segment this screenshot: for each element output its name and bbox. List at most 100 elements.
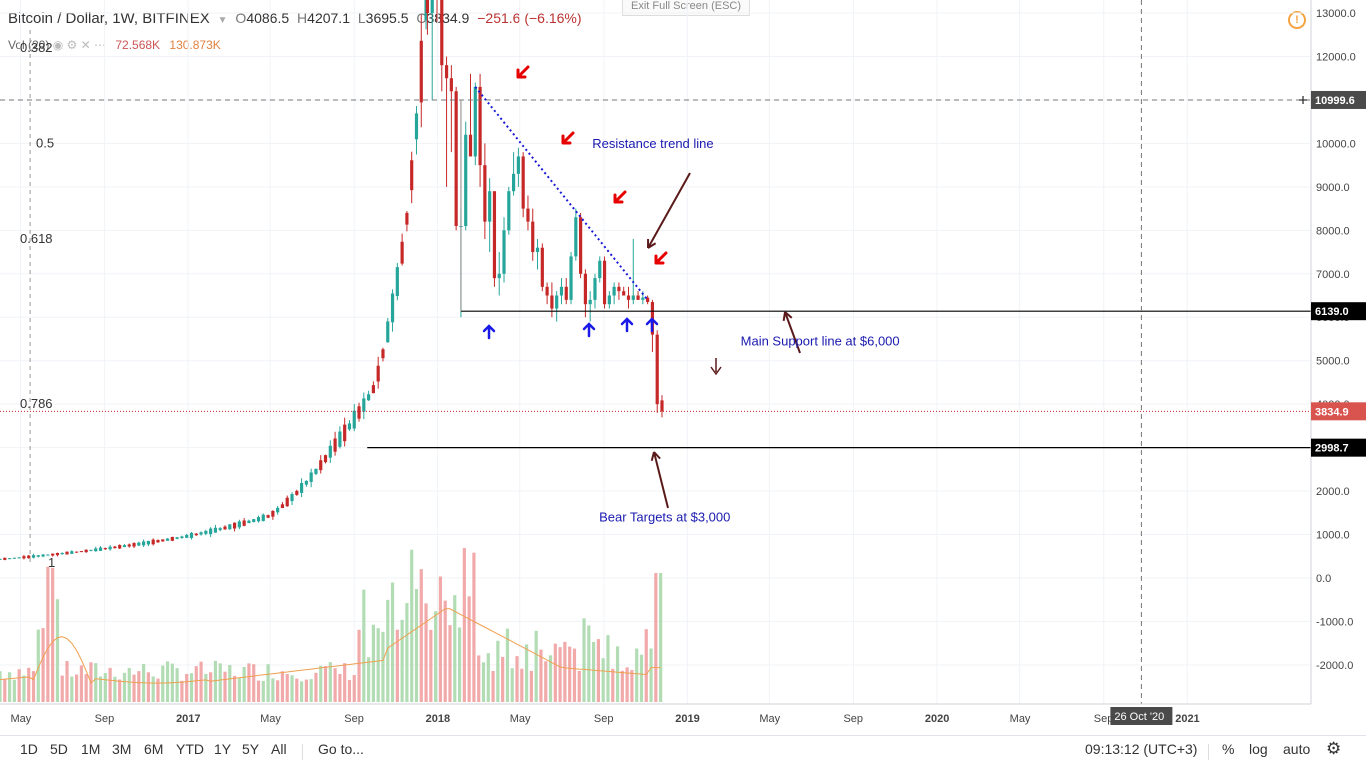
volume-bar xyxy=(501,656,505,702)
volume-bar xyxy=(534,630,538,702)
open-value: 4086.5 xyxy=(246,10,290,26)
dropdown-caret-icon[interactable]: ▼ xyxy=(217,15,228,26)
timeframe-5d[interactable]: 5D xyxy=(50,741,68,757)
volume-bar xyxy=(60,675,64,702)
volume-bar xyxy=(0,671,2,702)
candle xyxy=(299,483,304,493)
candle xyxy=(478,86,482,166)
candle xyxy=(323,455,328,463)
volume-bar xyxy=(247,663,251,702)
candle xyxy=(555,295,559,309)
volume-bar xyxy=(620,670,624,702)
candle xyxy=(17,557,21,559)
candle xyxy=(142,541,146,546)
volume-ma-value: 130.873K xyxy=(169,38,221,52)
candle xyxy=(343,424,347,442)
time-tick-label: 2017 xyxy=(176,713,200,725)
volume-bar xyxy=(328,662,332,702)
timezone-clock[interactable]: 09:13:12 (UTC+3) xyxy=(1085,741,1198,757)
down-arrow-icon xyxy=(710,358,722,376)
volume-bar xyxy=(381,631,385,702)
candle xyxy=(454,91,458,226)
add-level-plus-icon[interactable] xyxy=(1299,95,1307,104)
candle xyxy=(655,334,659,405)
candle xyxy=(314,468,318,474)
candle xyxy=(660,400,664,412)
candle xyxy=(395,267,399,297)
candle xyxy=(161,539,165,542)
candle xyxy=(65,551,69,555)
timeframe-ytd[interactable]: YTD xyxy=(176,741,204,757)
auto-scale-toggle[interactable]: auto xyxy=(1283,741,1311,757)
time-tick-label: May xyxy=(510,713,531,725)
volume-bar xyxy=(299,681,304,702)
volume-bar xyxy=(98,676,103,702)
volume-bar xyxy=(12,679,16,702)
volume-bar xyxy=(520,668,524,702)
time-tick-label: May xyxy=(759,713,780,725)
volume-bar xyxy=(7,672,12,702)
annotation-arrow-head xyxy=(647,238,657,249)
timeframe-6m[interactable]: 6M xyxy=(144,741,164,757)
volume-bar xyxy=(477,655,481,702)
candle xyxy=(165,538,170,541)
volume-bar xyxy=(36,629,40,702)
candle xyxy=(209,528,213,535)
volume-bar xyxy=(654,573,658,702)
price-chart[interactable]: 1 0.786 0.618 0.5 0.382 Resistance trend line… xyxy=(0,0,1366,735)
candle xyxy=(512,173,516,192)
candle xyxy=(430,0,434,14)
percent-scale-toggle[interactable]: % xyxy=(1222,741,1235,757)
volume-controls-icon[interactable]: ◉ ⚙ ✕ ⋯ xyxy=(52,38,106,52)
volume-bar xyxy=(577,670,581,702)
time-tick-label: 2021 xyxy=(1175,713,1199,725)
timeframe-1m[interactable]: 1M xyxy=(81,741,101,757)
exit-fullscreen-hint[interactable]: Exit Full Screen (ESC) xyxy=(622,0,750,16)
goto-button[interactable]: Go to... xyxy=(318,741,364,757)
level-price-tag-text: 6139.0 xyxy=(1315,306,1349,318)
candle xyxy=(103,547,107,550)
volume-bar xyxy=(548,655,553,702)
alert-warning-icon[interactable]: ! xyxy=(1288,11,1306,29)
candle xyxy=(492,191,497,279)
volume-bar xyxy=(639,654,644,702)
candle xyxy=(0,558,2,560)
last-price-tag xyxy=(1311,402,1366,421)
symbol-title[interactable]: Bitcoin / Dollar, 1W, BITFINEX xyxy=(8,10,210,27)
volume-bar xyxy=(151,676,155,702)
volume-bar xyxy=(453,595,457,702)
volume-bar xyxy=(319,665,323,702)
candle xyxy=(583,273,587,305)
volume-bar xyxy=(544,661,548,702)
candle xyxy=(228,524,232,530)
price-axis[interactable] xyxy=(1311,0,1366,704)
candle xyxy=(545,286,549,296)
volume-bar xyxy=(232,675,237,702)
timeframe-all[interactable]: All xyxy=(271,741,287,757)
volume-bar xyxy=(46,566,50,702)
price-tick-label: 1000.0 xyxy=(1316,530,1350,542)
settings-gear-icon[interactable]: ⚙ xyxy=(1326,739,1342,758)
timeframe-5y[interactable]: 5Y xyxy=(242,741,260,757)
timeframe-1y[interactable]: 1Y xyxy=(214,741,232,757)
timeframe-3m[interactable]: 3M xyxy=(112,741,132,757)
log-scale-toggle[interactable]: log xyxy=(1249,741,1268,757)
candle xyxy=(7,558,12,560)
volume-bar xyxy=(438,576,443,702)
volume-bar xyxy=(103,673,107,702)
volume-bar xyxy=(209,672,213,702)
candle xyxy=(531,221,535,253)
candle xyxy=(516,156,520,174)
low-value: 3695.5 xyxy=(365,10,409,26)
volume-bar xyxy=(611,668,615,702)
candle xyxy=(280,504,285,508)
volume-bar xyxy=(529,670,533,702)
timeframe-1d[interactable]: 1D xyxy=(20,741,38,757)
candle xyxy=(641,297,645,300)
candle xyxy=(468,134,473,157)
volume-bar xyxy=(558,647,562,702)
volume-bar xyxy=(443,600,447,702)
volume-bar xyxy=(323,666,328,702)
candle xyxy=(483,165,487,222)
annotation-arrow xyxy=(647,172,691,249)
